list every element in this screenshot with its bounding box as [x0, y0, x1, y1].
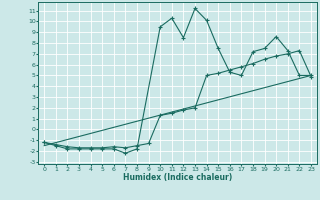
X-axis label: Humidex (Indice chaleur): Humidex (Indice chaleur) [123, 173, 232, 182]
